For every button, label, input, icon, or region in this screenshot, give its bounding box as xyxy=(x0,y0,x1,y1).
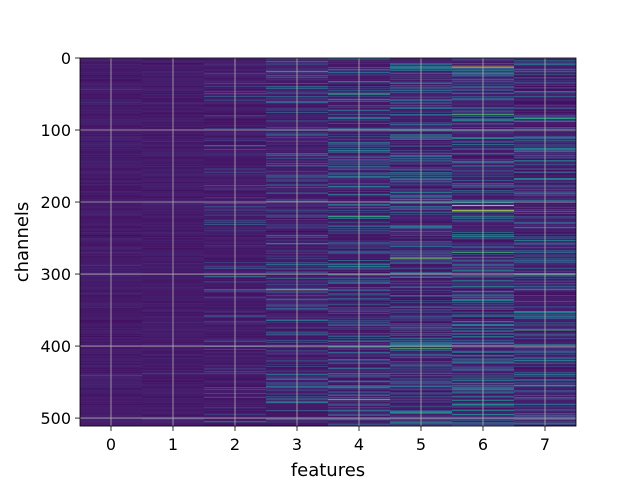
y-tick-label: 0 xyxy=(61,49,71,68)
x-axis: 0 1 2 3 4 5 6 7 xyxy=(106,426,550,454)
y-tick-label: 400 xyxy=(40,337,71,356)
x-axis-label: features xyxy=(291,460,365,480)
plot-area xyxy=(79,57,577,427)
y-tick-label: 200 xyxy=(40,193,71,212)
x-tick-label: 4 xyxy=(354,435,364,454)
y-axis-label: channels xyxy=(12,202,33,283)
plot-frame xyxy=(79,57,577,427)
x-tick-label: 6 xyxy=(478,435,488,454)
heatmap-cells xyxy=(80,58,576,427)
y-tick-label: 300 xyxy=(40,265,71,284)
y-axis: 0 100 200 300 400 500 xyxy=(40,49,80,428)
x-tick-label: 3 xyxy=(292,435,302,454)
y-tick-label: 100 xyxy=(40,121,71,140)
x-tick-label: 7 xyxy=(540,435,550,454)
x-tick-label: 0 xyxy=(106,435,116,454)
y-tick-label: 500 xyxy=(40,409,71,428)
x-tick-label: 2 xyxy=(230,435,240,454)
x-tick-label: 1 xyxy=(168,435,178,454)
x-tick-label: 5 xyxy=(416,435,426,454)
